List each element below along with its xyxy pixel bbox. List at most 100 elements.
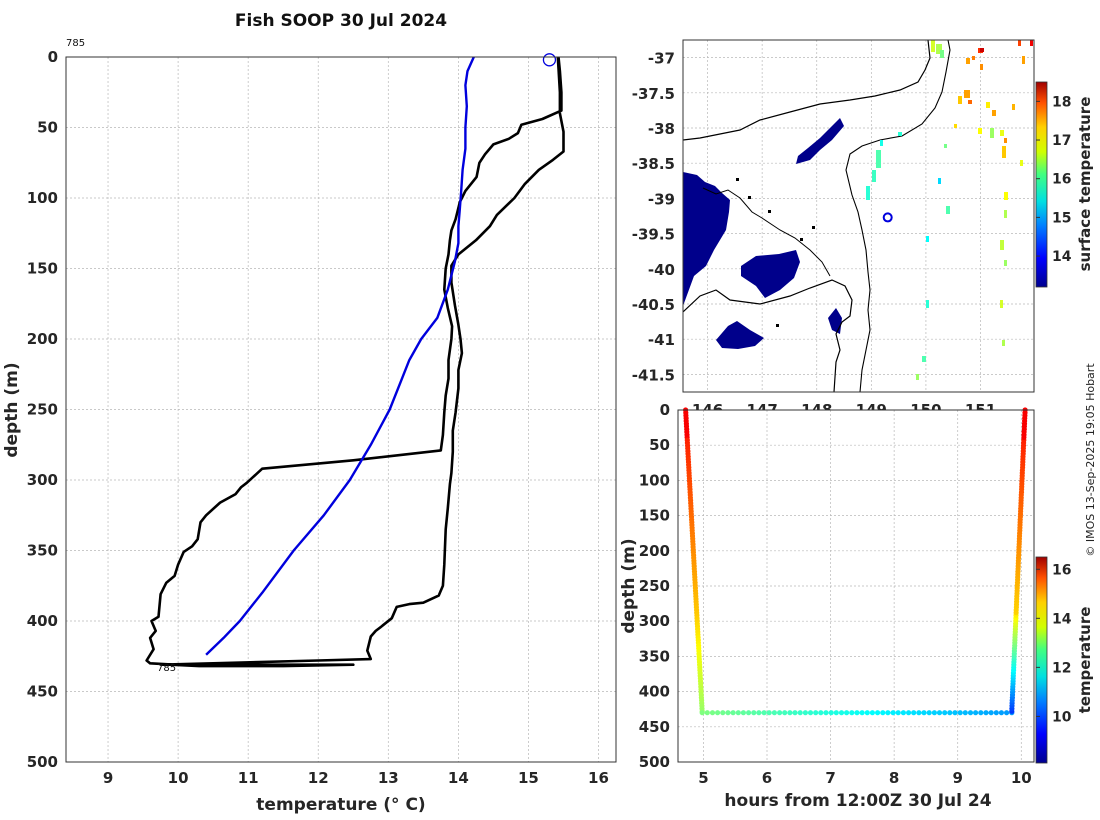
profile-y-tick-label: 400 [27, 612, 58, 630]
sst-pixel [1012, 104, 1015, 110]
figure-title: Fish SOOP 30 Jul 2024 [235, 11, 447, 31]
profile-panel: 9 10 11 12 13 14 15 16 0 50 100 150 200 250 300 350 400… [2, 38, 617, 815]
section-point [993, 710, 999, 716]
section-point [936, 710, 943, 716]
sst-pixel [1004, 260, 1007, 266]
section-point [735, 710, 741, 716]
map-colorbar-tick-label: 16 [1052, 172, 1071, 188]
profile-annotation-top: 785 [66, 38, 85, 49]
profile-frame [65, 56, 617, 763]
sst-pixel [926, 300, 929, 308]
profile-y-tick-label: 250 [27, 401, 58, 419]
section-point [740, 710, 747, 716]
profile-x-tick-label: 13 [378, 769, 399, 787]
coastline-island [683, 279, 853, 392]
profile-y-tick-label: 200 [27, 330, 58, 348]
sst-pixel [931, 40, 935, 52]
section-point [704, 710, 710, 716]
map-colorbar-label: surface temperature [1076, 97, 1094, 272]
profile-x-tick-label: 16 [588, 769, 609, 787]
map-colorbar-tick-label: 15 [1052, 210, 1071, 226]
profile-y-tick-label: 50 [37, 119, 58, 137]
sst-pixel [990, 128, 994, 138]
sst-pixel [978, 128, 982, 134]
section-point [802, 710, 809, 716]
map-colorbar-tick-label: 14 [1052, 249, 1072, 265]
sst-pixel [876, 150, 881, 168]
map-colorbar-tick-label: 18 [1052, 94, 1071, 110]
section-x-tick-label: 10 [1011, 769, 1032, 787]
sst-pixel [880, 140, 883, 146]
ship-position-marker [882, 212, 893, 223]
section-point [880, 710, 886, 716]
section-points [683, 407, 1028, 716]
section-point [947, 710, 953, 716]
sst-pixel [940, 50, 944, 58]
section-y-tick-label: 100 [639, 471, 670, 489]
map-content [683, 40, 1033, 392]
section-y-ticks: 0 50 100 150 200 250 300 350 400 450 500 [639, 401, 670, 771]
sst-pixel [916, 374, 919, 380]
map-y-tick-label: -37 [648, 50, 675, 68]
map-panel: 146147148149150151 -37-37.5-38-38.5-39-3… [632, 39, 1094, 419]
profile-y-tick-label: 500 [27, 753, 58, 771]
section-point [807, 710, 814, 716]
map-colorbar [1035, 81, 1048, 288]
sst-pixels [866, 40, 1033, 380]
section-y-label: depth (m) [619, 538, 639, 633]
section-point [751, 710, 757, 716]
profile-line-climatology [205, 56, 475, 656]
sst-pixel [1020, 160, 1023, 166]
profile-background [66, 57, 616, 762]
section-point [1004, 710, 1010, 716]
section-point [978, 710, 984, 716]
section-point [771, 710, 778, 716]
island-dot [776, 324, 779, 327]
section-point [792, 710, 798, 716]
section-point [890, 710, 896, 716]
profile-y-tick-label: 100 [27, 189, 58, 207]
sst-pixel [1000, 300, 1003, 308]
section-colorbar [1035, 556, 1048, 764]
profile-y-tick-label: 0 [48, 48, 58, 66]
sst-pixel [926, 236, 929, 242]
map-y-tick-label: -38 [648, 120, 675, 138]
profile-y-ticks: 0 50 100 150 200 250 300 350 400 450 500 [27, 48, 58, 771]
section-colorbar-tick-label: 16 [1052, 562, 1071, 578]
section-x-ticks: 5 6 7 8 9 10 [698, 769, 1032, 787]
sst-pixel [958, 96, 962, 104]
section-colorbar-label: temperature [1076, 607, 1094, 714]
sst-pixel [944, 144, 947, 148]
section-point [797, 710, 803, 716]
section-point [900, 710, 907, 716]
profile-grid [66, 56, 616, 763]
profile-y-tick-label: 350 [27, 542, 58, 560]
sst-pixel [1002, 146, 1006, 158]
section-point [849, 710, 855, 716]
section-point [962, 710, 968, 716]
section-point [828, 710, 834, 716]
profile-x-tick-label: 14 [448, 769, 469, 787]
section-frame [677, 409, 1035, 763]
profile-x-tick-label: 9 [103, 769, 113, 787]
map-colorbar-ticks: 14 15 16 17 18 [1036, 94, 1072, 265]
section-y-tick-label: 300 [639, 612, 670, 630]
sst-pixel [980, 48, 984, 52]
section-panel: 5 6 7 8 9 10 0 50 100 150 200 250 300 350 400 450 500 h… [619, 401, 1094, 811]
profile-y-tick-label: 150 [27, 260, 58, 278]
sst-pixel [1000, 130, 1004, 136]
map-y-tick-label: -39.5 [632, 226, 675, 244]
section-point [730, 710, 736, 716]
sst-pixel [938, 178, 941, 184]
section-point [957, 710, 963, 716]
section-point [720, 710, 726, 716]
section-point [782, 710, 788, 716]
profile-x-tick-label: 15 [518, 769, 539, 787]
sst-pixel [872, 170, 876, 182]
section-x-tick-label: 9 [952, 769, 962, 787]
island-dot [800, 238, 803, 241]
section-point [983, 710, 989, 716]
section-colorbar-tick-label: 14 [1052, 611, 1072, 627]
map-y-tick-label: -41 [648, 331, 675, 349]
sst-pixel [1002, 340, 1005, 346]
